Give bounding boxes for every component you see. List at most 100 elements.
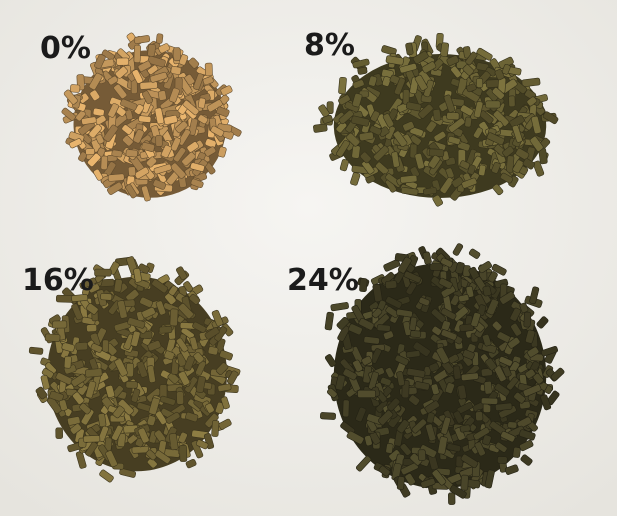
pellet (220, 85, 233, 96)
pellet (151, 279, 169, 294)
pellet (326, 101, 334, 115)
pellet (125, 109, 134, 121)
pellet (313, 123, 328, 133)
pellet (426, 412, 435, 424)
pellet (125, 381, 138, 389)
pellet (188, 57, 200, 69)
pellet (163, 350, 175, 361)
pellet (215, 401, 225, 415)
pellet (190, 178, 204, 189)
pellet (100, 293, 113, 301)
pellet (195, 439, 209, 450)
pellet (376, 324, 391, 332)
pellet (352, 79, 365, 89)
pellet (368, 75, 378, 87)
pellet (443, 94, 456, 113)
pellet (375, 161, 389, 175)
pellet (508, 95, 516, 108)
pellet (420, 478, 436, 489)
pellet (346, 430, 365, 445)
pellet (491, 161, 501, 174)
pellet (107, 103, 119, 118)
pellet (219, 350, 233, 361)
pellet (206, 99, 223, 113)
pellet (396, 476, 405, 490)
pellet (218, 418, 232, 430)
pellet (164, 292, 177, 305)
label: 16% (22, 263, 94, 298)
pellet (189, 336, 199, 351)
pellet (483, 380, 493, 395)
pellet (95, 134, 105, 145)
pellet (88, 283, 100, 294)
pellet (476, 47, 493, 61)
pellet (204, 146, 217, 157)
pellet (383, 259, 401, 272)
pellet (330, 302, 349, 312)
pellet (507, 421, 518, 429)
pellet (378, 465, 391, 477)
pellet (361, 160, 375, 175)
pellet (440, 416, 451, 435)
pellet (445, 167, 455, 179)
pellet (359, 278, 368, 292)
pellet (130, 330, 141, 347)
pellet (480, 397, 499, 405)
pellet (352, 93, 363, 108)
pellet (507, 337, 521, 349)
pellet (358, 318, 375, 331)
pellet (87, 152, 101, 167)
pellet (114, 358, 128, 377)
pellet (94, 53, 106, 70)
pellet (40, 374, 51, 390)
pellet-piles (28, 32, 565, 505)
pellet (361, 355, 373, 366)
pellet (338, 76, 347, 95)
pellet (363, 336, 380, 345)
pellet (381, 45, 397, 56)
pellet (352, 58, 370, 69)
pellet (530, 115, 542, 134)
pellet (460, 372, 479, 382)
pellet (470, 312, 481, 328)
pellet (159, 395, 176, 406)
pellet (532, 160, 545, 177)
pellet (204, 327, 220, 340)
pellet (80, 408, 95, 426)
pellet (170, 137, 182, 152)
pellet (133, 44, 141, 63)
pellet (137, 263, 150, 274)
pellet (457, 384, 467, 400)
pellet (465, 51, 478, 66)
pellet (467, 164, 476, 175)
pellet (63, 355, 72, 369)
pellet (157, 90, 167, 101)
pellet (399, 443, 412, 456)
pellet (493, 110, 510, 127)
pellet (432, 108, 442, 122)
pellet (499, 291, 516, 305)
pellet (141, 307, 156, 319)
pellet (136, 361, 148, 378)
pellet (155, 300, 167, 316)
pellet (473, 427, 490, 441)
pellet (494, 69, 505, 81)
pellet (509, 307, 522, 322)
pellet (154, 107, 165, 125)
pellet (529, 286, 540, 305)
pellet (522, 384, 542, 397)
pellet (147, 64, 159, 75)
pellet (49, 390, 64, 402)
pellet (147, 43, 156, 57)
pellet (101, 49, 115, 61)
pellet (125, 184, 138, 199)
pellet (513, 392, 526, 404)
pellet (509, 115, 525, 128)
pellet (491, 263, 507, 276)
pellet (207, 346, 219, 356)
pellet (188, 118, 199, 136)
pellet (35, 386, 48, 400)
pellet (324, 354, 337, 368)
pellet (168, 285, 178, 296)
pellet (444, 382, 455, 394)
